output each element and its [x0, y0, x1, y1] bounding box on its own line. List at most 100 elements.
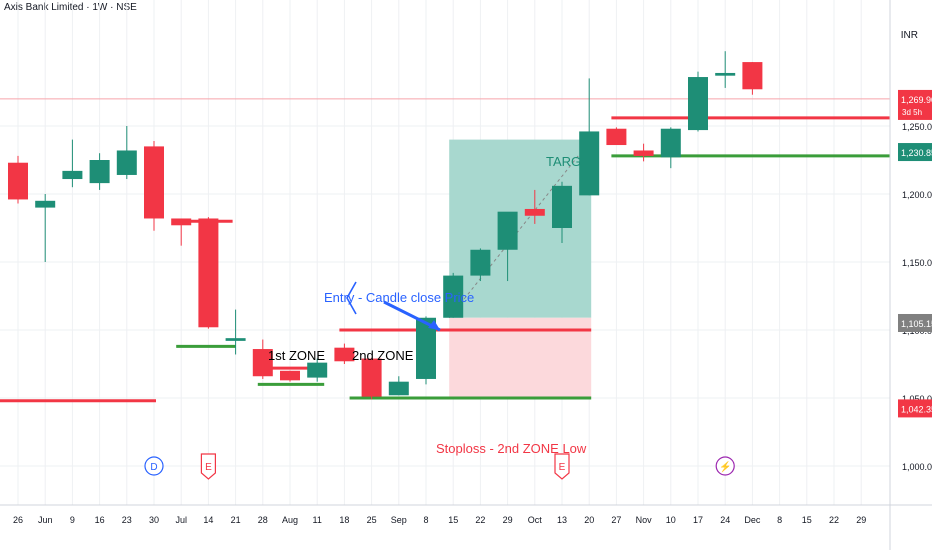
candle-body: [524, 208, 545, 216]
x-tick-label: Aug: [282, 515, 298, 525]
candle-body: [62, 170, 83, 180]
x-tick-label: Jul: [175, 515, 187, 525]
x-tick-label: 26: [13, 515, 23, 525]
candle-up: [579, 78, 600, 196]
x-tick-label: 8: [777, 515, 782, 525]
candle-body: [334, 347, 355, 362]
candle-body: [8, 162, 28, 200]
candle-body: [660, 128, 681, 158]
y-tick-label: 1,150.00: [902, 258, 932, 268]
x-tick-label: 24: [720, 515, 730, 525]
candle-down: [524, 189, 545, 224]
candle-body: [443, 275, 464, 318]
price-label-value: 1,230.85: [901, 148, 932, 158]
x-tick-label: Oct: [528, 515, 543, 525]
x-tick-label: 15: [448, 515, 458, 525]
candle-down: [280, 370, 300, 382]
trade-zones: [0, 116, 890, 403]
price-label-value: 1,105.15: [901, 319, 932, 329]
candle-body: [225, 338, 246, 341]
price-label: 1,042.35: [898, 399, 932, 418]
event-marker-split[interactable]: ⚡: [715, 456, 735, 476]
x-tick-label: Jun: [38, 515, 53, 525]
price-labels: 1,269.90 3d 5h 1,230.85 1,105.15 1,042.35: [898, 89, 932, 418]
event-marker-earnings[interactable]: E: [200, 453, 216, 480]
y-tick-label: 1,200.00: [902, 190, 932, 200]
price-label-bg: [898, 399, 932, 418]
x-tick-label: 17: [693, 515, 703, 525]
price-label: 1,230.85: [898, 143, 932, 162]
candle-down: [334, 343, 355, 364]
price-label-value: 1,042.35: [901, 404, 932, 414]
price-label-countdown: 3d 5h: [902, 108, 922, 117]
candle-down: [252, 339, 273, 379]
price-label: 1,105.15: [898, 313, 932, 332]
stoploss-label: Stoploss - 2nd ZONE Low: [436, 441, 587, 456]
x-tick-label: 29: [503, 515, 513, 525]
candle-up: [688, 71, 708, 132]
x-tick-label: 27: [611, 515, 621, 525]
zone1-label: 1st ZONE: [268, 348, 325, 363]
candle-down: [742, 62, 763, 95]
candle-up: [443, 272, 464, 318]
candle-body: [470, 249, 491, 276]
zone2-label: 2nd ZONE: [352, 348, 414, 363]
entry-arrow-icon: [346, 281, 357, 315]
x-tick-label: 20: [584, 515, 594, 525]
candle-body: [171, 218, 192, 226]
x-tick-label: Dec: [744, 515, 761, 525]
x-tick-label: 22: [475, 515, 485, 525]
candle-down: [198, 217, 219, 329]
candle-body: [307, 362, 328, 378]
x-tick-label: 22: [829, 515, 839, 525]
y-tick-label: 1,050.00: [902, 394, 932, 404]
candle-down: [144, 140, 164, 231]
candle-down: [606, 127, 627, 146]
event-marker-label: ⚡: [719, 460, 731, 473]
candle-body: [144, 146, 164, 219]
candle-up: [116, 126, 137, 180]
x-tick-label: 21: [231, 515, 241, 525]
candle-body: [280, 370, 300, 381]
candle-up: [416, 316, 436, 385]
candle-up: [225, 309, 246, 355]
candle-up: [497, 211, 518, 282]
event-marker-earnings[interactable]: E: [554, 453, 570, 480]
candle-body: [416, 317, 436, 379]
candle-body: [497, 211, 518, 250]
candle-up: [35, 194, 56, 262]
candle-down: [171, 218, 192, 246]
x-tick-label: 16: [95, 515, 105, 525]
x-tick-label: 14: [203, 515, 213, 525]
candle-body: [579, 131, 600, 196]
candle-body: [35, 200, 56, 208]
x-tick-label: 30: [149, 515, 159, 525]
candle-up: [715, 51, 736, 88]
event-marker-dividend[interactable]: D: [144, 456, 164, 476]
candle-body: [361, 358, 382, 397]
x-tick-label: 10: [666, 515, 676, 525]
currency-label[interactable]: INR: [900, 30, 918, 41]
entry-label: Entry - Candle close Price: [324, 290, 474, 305]
candle-body: [688, 77, 708, 131]
candle-body: [252, 349, 273, 377]
x-tick-label: 13: [557, 515, 567, 525]
target-label: TARGET: [546, 154, 598, 169]
candle-up: [307, 358, 328, 382]
event-marker-label: E: [205, 462, 212, 473]
entry-arrowhead-icon: [428, 320, 440, 330]
candle-body: [198, 218, 219, 328]
x-tick-label: 23: [122, 515, 132, 525]
x-tick-label: 25: [367, 515, 377, 525]
split-icon: [715, 456, 735, 476]
candle-up: [62, 139, 83, 188]
candle-body: [742, 62, 763, 90]
x-tick-label: 18: [339, 515, 349, 525]
x-tick-label: Sep: [391, 515, 407, 525]
candle-body: [552, 185, 572, 228]
y-tick-label: 1,000.00: [902, 462, 932, 472]
x-tick-label: 29: [856, 515, 866, 525]
candle-down: [361, 358, 382, 400]
price-label-bg: [898, 313, 932, 332]
